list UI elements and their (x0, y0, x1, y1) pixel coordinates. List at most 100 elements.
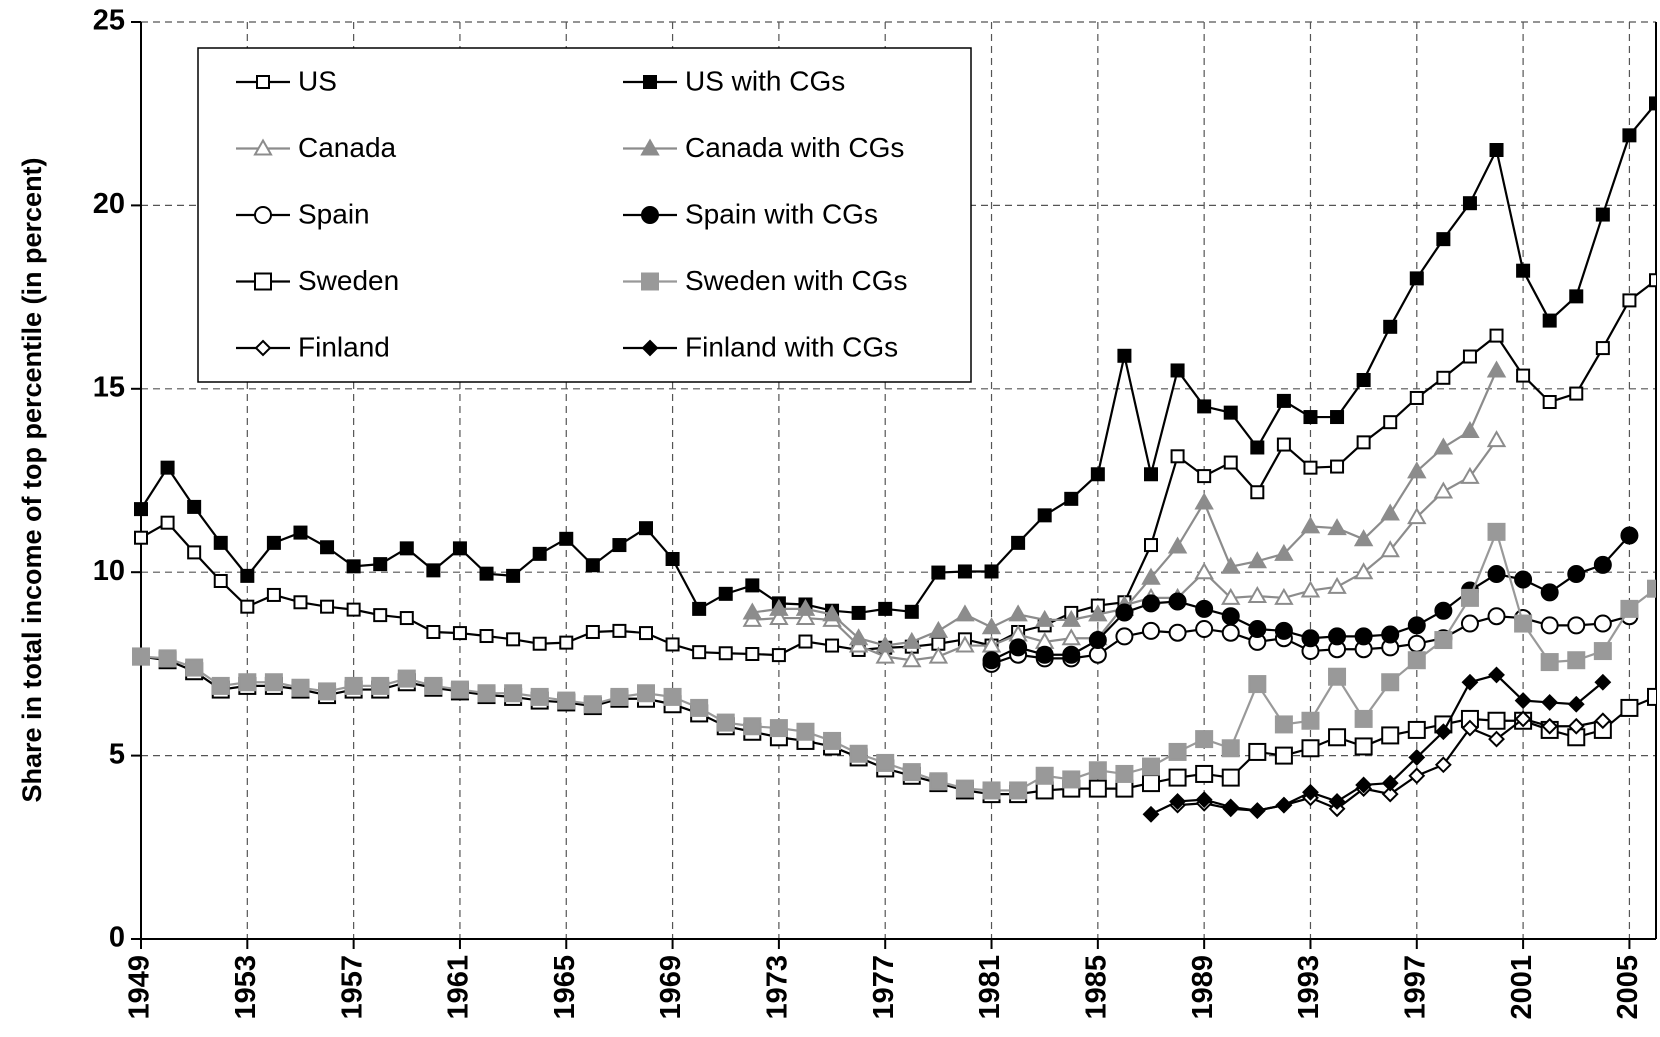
marker (639, 521, 653, 536)
marker (1250, 440, 1265, 455)
marker (1622, 293, 1637, 308)
marker (643, 75, 657, 89)
marker (612, 538, 627, 553)
marker (1221, 768, 1240, 787)
marker (426, 563, 441, 578)
marker (266, 535, 281, 550)
marker (1141, 567, 1161, 585)
series-line (140, 279, 1656, 657)
marker (185, 658, 204, 677)
marker (1489, 143, 1504, 158)
marker (452, 626, 467, 641)
marker (1061, 609, 1081, 627)
marker (1569, 289, 1584, 304)
marker (928, 646, 949, 664)
marker (1248, 802, 1266, 820)
marker (904, 604, 919, 619)
x-tick-label: 1953 (230, 955, 262, 1020)
marker (1407, 634, 1426, 653)
x-tick-label: 1997 (1399, 955, 1431, 1020)
marker (769, 598, 789, 616)
marker (1593, 614, 1612, 633)
marker (346, 602, 361, 617)
marker (1062, 770, 1081, 789)
marker (743, 717, 762, 736)
marker (293, 525, 308, 540)
marker (848, 628, 869, 646)
marker (1593, 555, 1612, 574)
marker (1620, 698, 1639, 717)
marker (1486, 360, 1507, 378)
marker (532, 636, 547, 651)
legend-label: Sweden with CGs (685, 265, 908, 296)
marker (981, 617, 1002, 635)
marker (1170, 363, 1185, 378)
marker (1221, 587, 1241, 605)
series-line (140, 102, 1656, 615)
marker (610, 687, 629, 706)
marker (1461, 673, 1479, 691)
marker (1303, 460, 1318, 475)
y-tick-label: 25 (93, 5, 125, 37)
y-tick-label: 10 (93, 555, 125, 587)
marker (875, 635, 895, 653)
marker (984, 564, 999, 579)
marker (371, 676, 390, 695)
marker (1088, 604, 1108, 622)
marker (823, 731, 842, 750)
marker (1009, 638, 1028, 657)
y-tick-label: 5 (109, 738, 125, 770)
marker (1436, 232, 1451, 247)
marker (1117, 348, 1132, 363)
marker (1487, 607, 1506, 626)
marker (1567, 695, 1585, 713)
marker (240, 568, 255, 583)
marker (1088, 645, 1107, 664)
marker (1354, 709, 1373, 728)
marker (1540, 616, 1559, 635)
marker (1381, 625, 1400, 644)
marker (1355, 776, 1373, 794)
marker (506, 632, 521, 647)
legend-label: US (298, 65, 337, 96)
marker (771, 648, 786, 663)
marker (1142, 805, 1160, 823)
marker (902, 631, 922, 649)
marker (1248, 675, 1267, 694)
marker (1088, 779, 1107, 798)
marker (1300, 580, 1321, 598)
marker (1090, 467, 1105, 482)
marker (692, 645, 707, 660)
marker (1035, 781, 1054, 800)
marker (1037, 508, 1052, 523)
marker (479, 629, 494, 644)
marker (878, 601, 893, 616)
marker (1170, 449, 1185, 464)
marker (665, 637, 680, 652)
legend-label: Spain (298, 198, 370, 229)
marker (1247, 551, 1268, 569)
marker (1354, 737, 1373, 756)
marker (1169, 793, 1186, 810)
marker (266, 587, 281, 602)
marker (1433, 437, 1454, 455)
marker (1062, 645, 1081, 664)
marker (1540, 653, 1559, 672)
marker (1514, 710, 1532, 728)
marker (1595, 341, 1610, 356)
marker (718, 646, 733, 661)
marker (1223, 455, 1238, 470)
marker (690, 698, 709, 717)
marker (1380, 503, 1400, 521)
marker (1434, 756, 1452, 774)
marker (1487, 711, 1506, 730)
marker (692, 601, 707, 616)
marker (254, 206, 272, 224)
marker (1487, 522, 1506, 541)
marker (1436, 370, 1451, 385)
y-tick-label: 0 (109, 922, 125, 954)
marker (1407, 461, 1427, 479)
marker (851, 605, 866, 620)
marker (745, 646, 760, 661)
x-tick-label: 1957 (336, 955, 368, 1020)
